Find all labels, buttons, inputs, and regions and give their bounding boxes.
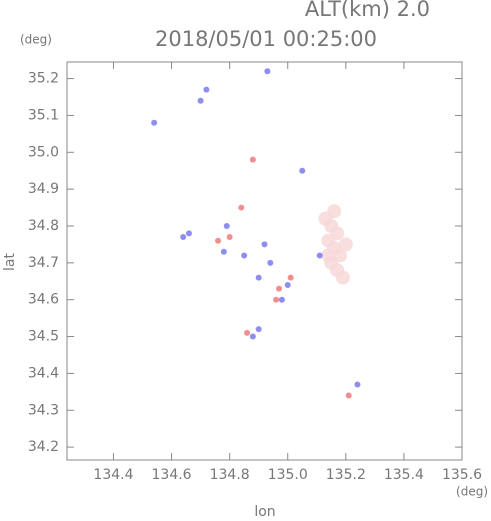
echo-point (255, 326, 262, 333)
y-unit: (deg) (20, 33, 52, 47)
y-axis-label: lat (2, 253, 18, 271)
x-tick-label: 134.4 (93, 467, 133, 483)
echo-point (223, 222, 230, 229)
echo-point (267, 259, 274, 266)
echo-point (226, 234, 233, 241)
echo-point (185, 230, 192, 237)
x-tick-label: 135.6 (442, 467, 482, 483)
echo-point (255, 274, 262, 281)
chart-title: 2018/05/01 00:25:00 (155, 27, 377, 51)
echo-point (327, 204, 342, 219)
x-tick-label: 134.6 (152, 467, 192, 483)
echo-point (238, 204, 245, 211)
y-tick-label: 34.4 (28, 365, 59, 381)
echo-point (321, 248, 336, 263)
echo-point (278, 296, 285, 303)
x-unit: (deg) (456, 485, 488, 499)
y-tick-label: 35.1 (28, 107, 59, 123)
x-tick-label: 135.2 (326, 467, 366, 483)
echo-point (273, 296, 280, 303)
echo-point (354, 381, 361, 388)
x-tick-label: 134.8 (210, 467, 250, 483)
echo-point (249, 156, 256, 163)
echo-point (215, 237, 222, 244)
y-tick-label: 35.2 (28, 71, 59, 87)
y-tick-label: 34.7 (28, 255, 59, 271)
y-tick-label: 34.3 (28, 402, 59, 418)
y-tick-label: 35.0 (28, 144, 59, 160)
echo-point (197, 97, 204, 104)
y-tick-label: 34.9 (28, 181, 59, 197)
echo-point (316, 252, 323, 259)
echo-point (284, 281, 291, 288)
y-tick-label: 34.8 (28, 218, 59, 234)
echo-point (261, 241, 268, 248)
y-tick-label: 34.2 (28, 439, 59, 455)
echo-point (264, 68, 271, 75)
x-tick-label: 135.4 (384, 467, 424, 483)
echo-point (203, 86, 210, 93)
echo-point (151, 119, 158, 126)
echo-point (276, 285, 283, 292)
echo-point (287, 274, 294, 281)
echo-point (180, 234, 187, 241)
echo-point (345, 392, 352, 399)
y-tick-label: 34.6 (28, 292, 59, 308)
echo-point (299, 167, 306, 174)
echo-point (249, 333, 256, 340)
plot-frame (66, 61, 463, 461)
echo-point (241, 252, 248, 259)
echo-point (220, 248, 227, 255)
x-axis-label: lon (254, 504, 275, 520)
subtitle: ALT(km) 2.0 (305, 0, 430, 21)
x-tick-label: 135.0 (268, 467, 308, 483)
y-tick-label: 34.5 (28, 329, 59, 345)
echo-point (244, 329, 251, 336)
echo-point (335, 270, 350, 285)
echo-point (338, 237, 353, 252)
